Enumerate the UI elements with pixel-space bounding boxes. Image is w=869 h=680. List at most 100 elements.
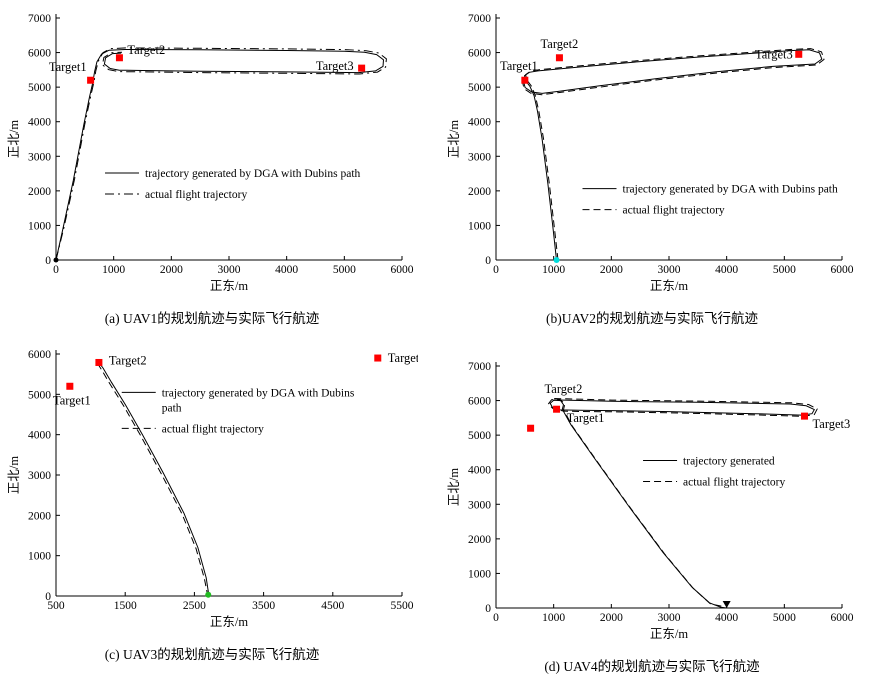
- x-tick-label: 1000: [542, 612, 565, 624]
- chart-c-block: 500 1500 2500 3500 4500 5500 0 1000 2000 3000 4000…: [6, 340, 418, 663]
- x-axis-label: 正东/m: [650, 279, 688, 293]
- chart-d-canvas: 0 1000 2000 3000 4000 5000 6000 0 1000 2000 3000 40…: [446, 352, 858, 654]
- target-label: Target3: [388, 351, 418, 365]
- x-tick-label: 2000: [160, 264, 183, 276]
- target-marker: [115, 54, 123, 62]
- trajectory-solid: [98, 362, 210, 594]
- target-label: Target1: [53, 393, 91, 407]
- chart-b-canvas: 0 1000 2000 3000 4000 5000 6000 0 1000 2000 3000 40…: [446, 4, 858, 306]
- y-tick-label: 1000: [28, 220, 51, 232]
- x-tick-label: 3000: [658, 264, 681, 276]
- target-marker: [95, 358, 103, 366]
- y-tick-label: 6000: [468, 396, 491, 408]
- trajectory-solid: [55, 48, 385, 261]
- target-label: Target1: [567, 411, 605, 425]
- x-tick-label: 2000: [600, 264, 623, 276]
- y-tick-label: 6000: [28, 48, 51, 60]
- legend-label: actual flight trajectory: [623, 205, 725, 217]
- x-tick-label: 6000: [391, 264, 414, 276]
- trajectory-dashed: [547, 398, 818, 608]
- chart-a-canvas: 0 1000 2000 3000 4000 5000 6000 0 1000 2000 3000 40…: [6, 4, 418, 306]
- target-label: Target1: [49, 60, 87, 74]
- x-tick-label: 500: [47, 600, 65, 612]
- x-tick-label: 5000: [333, 264, 356, 276]
- y-tick-label: 5000: [468, 82, 491, 94]
- legend-label: trajectory generated: [683, 456, 775, 468]
- x-axis-label: 正东/m: [210, 615, 248, 629]
- legend-label: actual flight trajectory: [162, 423, 264, 435]
- target-label: Target3: [813, 417, 851, 431]
- trajectory-dashed: [522, 48, 825, 261]
- target-label: Target2: [545, 382, 583, 396]
- y-tick-label: 3000: [468, 499, 491, 511]
- x-tick-label: 4000: [275, 264, 298, 276]
- x-tick-label: 1000: [542, 264, 565, 276]
- y-tick-label: 4000: [468, 465, 491, 477]
- y-tick-label: 4000: [468, 117, 491, 129]
- chart-b-block: 0 1000 2000 3000 4000 5000 6000 0 1000 2000 3000 40…: [446, 4, 858, 327]
- y-tick-label: 0: [485, 603, 491, 615]
- x-tick-label: 5000: [773, 264, 796, 276]
- y-tick-label: 2000: [28, 186, 51, 198]
- target-label: Target1: [500, 59, 538, 73]
- legend-label: trajectory generated by DGA with Dubins: [162, 387, 355, 399]
- start-marker: [553, 257, 560, 263]
- target-label: Target2: [109, 353, 147, 367]
- x-tick-label: 2500: [183, 600, 206, 612]
- y-tick-label: 7000: [28, 13, 51, 25]
- legend-label: trajectory generated by DGA with Dubins …: [623, 184, 838, 196]
- target-marker: [374, 354, 382, 362]
- target-label: Target3: [316, 59, 354, 73]
- x-tick-label: 0: [53, 264, 59, 276]
- y-tick-label: 2000: [468, 186, 491, 198]
- target-label: Target2: [541, 37, 579, 51]
- trajectory-dashed: [97, 363, 208, 595]
- x-tick-label: 4000: [715, 612, 738, 624]
- y-tick-label: 7000: [468, 361, 491, 373]
- target-marker: [553, 405, 561, 413]
- target-label: Target2: [127, 43, 165, 57]
- x-tick-label: 0: [493, 264, 499, 276]
- y-tick-label: 1000: [468, 568, 491, 580]
- trajectory-dashdot: [55, 47, 387, 261]
- x-tick-label: 4500: [321, 600, 344, 612]
- y-axis-label: 正北/m: [7, 120, 21, 158]
- y-tick-label: 0: [485, 255, 491, 267]
- y-tick-label: 4000: [28, 430, 51, 442]
- chart-c-canvas: 500 1500 2500 3500 4500 5500 0 1000 2000 3000 4000…: [6, 340, 418, 642]
- y-tick-label: 3000: [468, 151, 491, 163]
- x-tick-label: 3000: [658, 612, 681, 624]
- y-tick-label: 6000: [468, 48, 491, 60]
- x-tick-label: 1000: [102, 264, 125, 276]
- legend-label: trajectory generated by DGA with Dubins …: [145, 168, 360, 180]
- x-axis-label: 正东/m: [650, 627, 688, 641]
- y-tick-label: 6000: [28, 349, 51, 361]
- y-tick-label: 5000: [28, 389, 51, 401]
- y-tick-label: 1000: [468, 220, 491, 232]
- y-tick-label: 2000: [28, 510, 51, 522]
- y-axis-label: 正北/m: [7, 456, 21, 494]
- trajectory-solid: [523, 49, 823, 261]
- chart-d-caption: (d) UAV4的规划航迹与实际飞行航迹: [544, 659, 760, 674]
- x-tick-label: 6000: [831, 612, 854, 624]
- y-axis-label: 正北/m: [447, 468, 461, 506]
- y-tick-label: 2000: [468, 534, 491, 546]
- y-tick-label: 4000: [28, 117, 51, 129]
- y-tick-label: 3000: [28, 470, 51, 482]
- chart-d-block: 0 1000 2000 3000 4000 5000 6000 0 1000 2000 3000 40…: [446, 352, 858, 675]
- target-marker: [87, 76, 95, 84]
- legend-label: actual flight trajectory: [683, 477, 785, 489]
- legend-label: path: [162, 402, 182, 414]
- start-marker: [53, 257, 59, 263]
- x-tick-label: 4000: [715, 264, 738, 276]
- x-tick-label: 0: [493, 612, 499, 624]
- y-tick-label: 0: [45, 591, 51, 603]
- trajectory-solid: [549, 399, 815, 609]
- target-marker: [358, 64, 366, 72]
- x-tick-label: 3500: [252, 600, 275, 612]
- x-tick-label: 5000: [773, 612, 796, 624]
- x-tick-label: 6000: [831, 264, 854, 276]
- target-label: Target3: [755, 47, 793, 61]
- target-marker: [527, 424, 535, 432]
- y-tick-label: 1000: [28, 551, 51, 563]
